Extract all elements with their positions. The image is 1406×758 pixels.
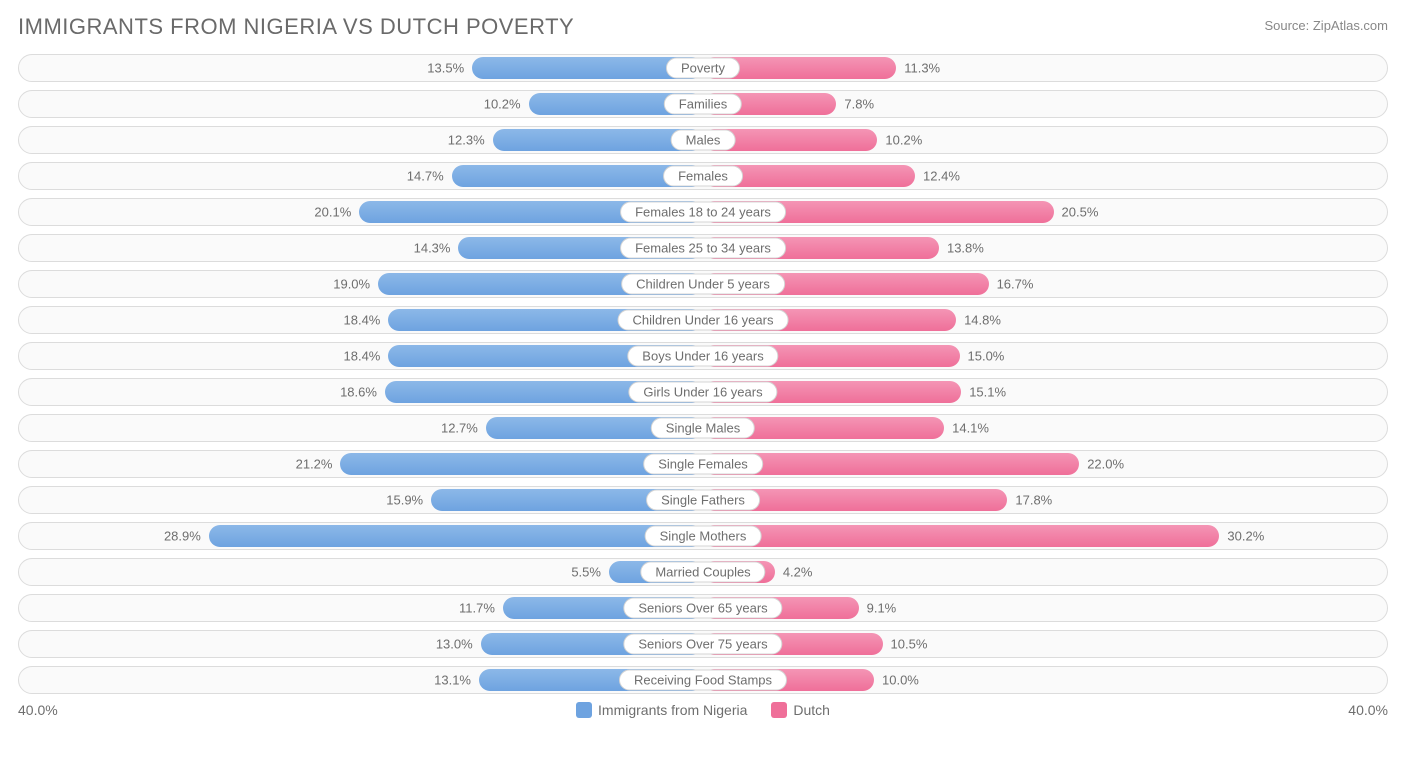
category-label: Receiving Food Stamps xyxy=(619,670,787,691)
chart-header: IMMIGRANTS FROM NIGERIA VS DUTCH POVERTY… xyxy=(18,14,1388,40)
category-label: Single Females xyxy=(643,454,763,475)
value-right: 14.8% xyxy=(964,313,1001,328)
category-label: Females xyxy=(663,166,743,187)
chart-title: IMMIGRANTS FROM NIGERIA VS DUTCH POVERTY xyxy=(18,14,574,40)
category-label: Girls Under 16 years xyxy=(628,382,777,403)
chart-row: 13.5% 11.3% Poverty xyxy=(18,54,1388,82)
category-label: Married Couples xyxy=(640,562,765,583)
value-left: 13.0% xyxy=(436,637,473,652)
source-attribution: Source: ZipAtlas.com xyxy=(1264,18,1388,33)
value-left: 10.2% xyxy=(484,97,521,112)
category-label: Males xyxy=(671,130,736,151)
value-right: 13.8% xyxy=(947,241,984,256)
value-left: 28.9% xyxy=(164,529,201,544)
chart-row: 18.4% 14.8% Children Under 16 years xyxy=(18,306,1388,334)
value-left: 11.7% xyxy=(459,601,495,616)
category-label: Single Mothers xyxy=(645,526,762,547)
legend-item-left: Immigrants from Nigeria xyxy=(576,702,747,718)
chart-row: 28.9% 30.2% Single Mothers xyxy=(18,522,1388,550)
axis-max-right: 40.0% xyxy=(1348,702,1388,718)
chart-row: 14.7% 12.4% Females xyxy=(18,162,1388,190)
category-label: Boys Under 16 years xyxy=(627,346,778,367)
chart-row: 10.2% 7.8% Families xyxy=(18,90,1388,118)
chart-row: 20.1% 20.5% Females 18 to 24 years xyxy=(18,198,1388,226)
chart-row: 18.6% 15.1% Girls Under 16 years xyxy=(18,378,1388,406)
value-left: 12.3% xyxy=(448,133,485,148)
chart-footer: 40.0% Immigrants from Nigeria Dutch 40.0… xyxy=(18,702,1388,718)
source-name: ZipAtlas.com xyxy=(1313,18,1388,33)
category-label: Families xyxy=(664,94,742,115)
chart-row: 13.1% 10.0% Receiving Food Stamps xyxy=(18,666,1388,694)
chart-row: 13.0% 10.5% Seniors Over 75 years xyxy=(18,630,1388,658)
value-right: 4.2% xyxy=(783,565,813,580)
value-right: 20.5% xyxy=(1062,205,1099,220)
legend-swatch-pink xyxy=(771,702,787,718)
chart-row: 15.9% 17.8% Single Fathers xyxy=(18,486,1388,514)
chart-row: 21.2% 22.0% Single Females xyxy=(18,450,1388,478)
value-right: 7.8% xyxy=(844,97,874,112)
value-left: 13.5% xyxy=(427,61,464,76)
category-label: Children Under 16 years xyxy=(618,310,789,331)
chart-area: 13.5%11.3%Poverty10.2%7.8%Families12.3%1… xyxy=(18,54,1388,694)
category-label: Single Fathers xyxy=(646,490,760,511)
value-right: 9.1% xyxy=(867,601,897,616)
category-label: Females 18 to 24 years xyxy=(620,202,786,223)
category-label: Children Under 5 years xyxy=(621,274,785,295)
value-right: 17.8% xyxy=(1015,493,1052,508)
value-left: 15.9% xyxy=(386,493,423,508)
value-left: 14.3% xyxy=(414,241,451,256)
value-left: 12.7% xyxy=(441,421,478,436)
value-left: 18.4% xyxy=(344,349,381,364)
value-right: 16.7% xyxy=(997,277,1034,292)
value-left: 18.4% xyxy=(344,313,381,328)
category-label: Single Males xyxy=(651,418,755,439)
bar-left xyxy=(209,525,703,547)
value-right: 10.0% xyxy=(882,673,919,688)
value-left: 13.1% xyxy=(434,673,471,688)
category-label: Seniors Over 65 years xyxy=(623,598,782,619)
value-right: 15.1% xyxy=(969,385,1006,400)
axis-max-left: 40.0% xyxy=(18,702,58,718)
value-left: 20.1% xyxy=(314,205,351,220)
chart-row: 12.3% 10.2% Males xyxy=(18,126,1388,154)
value-left: 21.2% xyxy=(296,457,333,472)
chart-row: 19.0% 16.7% Children Under 5 years xyxy=(18,270,1388,298)
category-label: Females 25 to 34 years xyxy=(620,238,786,259)
value-right: 11.3% xyxy=(904,61,940,76)
chart-row: 5.5% 4.2% Married Couples xyxy=(18,558,1388,586)
source-prefix: Source: xyxy=(1264,18,1312,33)
value-left: 14.7% xyxy=(407,169,444,184)
chart-row: 14.3% 13.8% Females 25 to 34 years xyxy=(18,234,1388,262)
legend-item-right: Dutch xyxy=(771,702,830,718)
category-label: Seniors Over 75 years xyxy=(623,634,782,655)
legend-swatch-blue xyxy=(576,702,592,718)
value-right: 22.0% xyxy=(1087,457,1124,472)
value-right: 15.0% xyxy=(968,349,1005,364)
value-right: 30.2% xyxy=(1227,529,1264,544)
legend-label-left: Immigrants from Nigeria xyxy=(598,702,747,718)
value-right: 10.2% xyxy=(885,133,922,148)
chart-row: 12.7% 14.1% Single Males xyxy=(18,414,1388,442)
legend-label-right: Dutch xyxy=(793,702,830,718)
value-left: 18.6% xyxy=(340,385,377,400)
value-right: 12.4% xyxy=(923,169,960,184)
category-label: Poverty xyxy=(666,58,740,79)
chart-row: 18.4% 15.0% Boys Under 16 years xyxy=(18,342,1388,370)
value-right: 14.1% xyxy=(952,421,989,436)
legend: Immigrants from Nigeria Dutch xyxy=(576,702,830,718)
bar-right xyxy=(703,525,1219,547)
value-left: 5.5% xyxy=(571,565,601,580)
value-left: 19.0% xyxy=(333,277,370,292)
value-right: 10.5% xyxy=(891,637,928,652)
chart-row: 11.7% 9.1% Seniors Over 65 years xyxy=(18,594,1388,622)
